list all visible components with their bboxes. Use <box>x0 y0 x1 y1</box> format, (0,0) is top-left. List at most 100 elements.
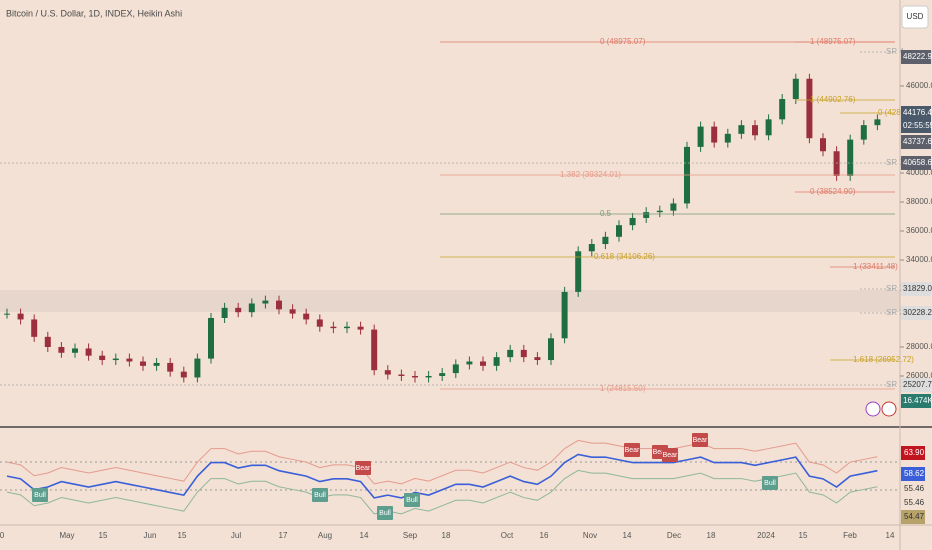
candle <box>330 326 337 329</box>
currency-label[interactable]: USD <box>907 12 924 21</box>
price-badge-label: 31829.00 <box>903 284 932 293</box>
candle <box>140 361 146 366</box>
price-badge-label: 48222.96 <box>903 52 932 61</box>
candle <box>221 307 228 318</box>
candle <box>779 99 786 120</box>
candle <box>398 374 405 376</box>
y-tick-label: 28000.00 <box>906 342 932 351</box>
signal-badge <box>32 488 48 502</box>
candle <box>765 119 772 136</box>
rsi-badge-label: 58.62 <box>904 469 925 478</box>
x-tick-label: 18 <box>442 531 451 540</box>
candle <box>833 151 840 176</box>
candles <box>4 73 881 383</box>
x-tick-label: Jun <box>144 531 157 540</box>
signal-label: Bear <box>625 447 640 454</box>
candle <box>697 126 704 147</box>
candle <box>670 203 677 211</box>
candle <box>85 348 92 356</box>
candle <box>602 236 609 245</box>
x-tick-label: 18 <box>707 531 716 540</box>
price-badge <box>901 394 931 408</box>
price-badge <box>901 156 931 170</box>
candle <box>629 217 636 226</box>
x-tick-label: 14 <box>623 531 632 540</box>
price-badge-label: 30228.28 <box>903 308 932 317</box>
candle <box>520 349 527 358</box>
signal-badge <box>377 506 393 520</box>
currency-button[interactable] <box>901 5 929 29</box>
candle <box>643 212 650 218</box>
y-tick-label: 34000.00 <box>906 255 932 264</box>
x-tick-label: 14 <box>886 531 895 540</box>
x-tick-label: 16 <box>540 531 549 540</box>
candle <box>248 303 255 313</box>
y-tick-label: 36000.00 <box>906 226 932 235</box>
price-badge <box>901 119 931 133</box>
price-badge <box>901 306 931 320</box>
candle <box>561 291 568 339</box>
candle <box>616 225 622 237</box>
candle <box>412 375 418 378</box>
price-badge <box>901 50 931 64</box>
level-label: 1.382 (39324.01) <box>560 170 621 179</box>
candle <box>126 358 133 362</box>
signal-label: Bear <box>653 449 668 456</box>
rsi-badge-label: 55.46 <box>904 484 925 493</box>
price-badge-label: 02:55:55 <box>903 121 932 130</box>
candle <box>72 348 78 353</box>
level-label: SR 3 <box>886 284 904 293</box>
x-tick-label: May <box>59 531 74 540</box>
candle <box>31 319 38 337</box>
candle <box>507 349 514 358</box>
x-tick-label: Sep <box>403 531 418 540</box>
candle <box>276 300 282 310</box>
rsi-line <box>6 453 878 499</box>
candle <box>493 357 500 366</box>
x-tick-label: 15 <box>99 531 108 540</box>
y-tick-label: 38000.00 <box>906 197 932 206</box>
candle <box>847 139 854 176</box>
level-label: 0 (42805.53) <box>878 108 924 117</box>
symbol-title: Bitcoin / U.S. Dollar, 1D, INDEX, Heikin… <box>6 8 182 18</box>
candle <box>357 326 364 330</box>
candle <box>4 313 10 315</box>
price-badge-label: 43737.68 <box>903 137 932 146</box>
signal-label: Bear <box>356 465 371 472</box>
signal-badge <box>624 443 640 457</box>
candle <box>738 125 745 134</box>
candle <box>874 119 881 126</box>
candle <box>316 319 323 327</box>
rsi-badge-label: 63.90 <box>904 448 925 457</box>
candle <box>806 78 813 139</box>
candle <box>235 307 242 313</box>
candle <box>548 338 554 361</box>
price-badge <box>901 135 931 149</box>
candle <box>384 370 391 375</box>
signal-badge <box>404 493 420 507</box>
x-tick-label: 15 <box>799 531 808 540</box>
level-label: SR 3 <box>886 158 904 167</box>
level-label: SR 2 <box>886 308 904 317</box>
candle <box>792 78 799 100</box>
candle <box>58 346 65 353</box>
candle <box>194 358 201 378</box>
alert-icon[interactable] <box>865 401 881 417</box>
flag-icon[interactable] <box>881 401 897 417</box>
x-tick-label: Feb <box>843 531 857 540</box>
level-label: 0.618 (34106.26) <box>594 252 655 261</box>
price-badge <box>901 378 931 392</box>
rsi-badge-label: 55.46 <box>904 498 925 507</box>
level-label: 0 (38524.90) <box>810 187 856 196</box>
price-badge-label: 40658.63 <box>903 158 932 167</box>
candle <box>44 336 51 347</box>
candle <box>17 313 24 320</box>
signal-badge <box>662 448 678 462</box>
sr-zone <box>0 290 900 312</box>
x-tick-label: 2024 <box>757 531 775 540</box>
candle <box>752 125 758 136</box>
level-label: 1 (44902.76) <box>810 95 856 104</box>
rsi-badge <box>901 467 925 481</box>
level-label: 0.5 <box>600 209 612 218</box>
